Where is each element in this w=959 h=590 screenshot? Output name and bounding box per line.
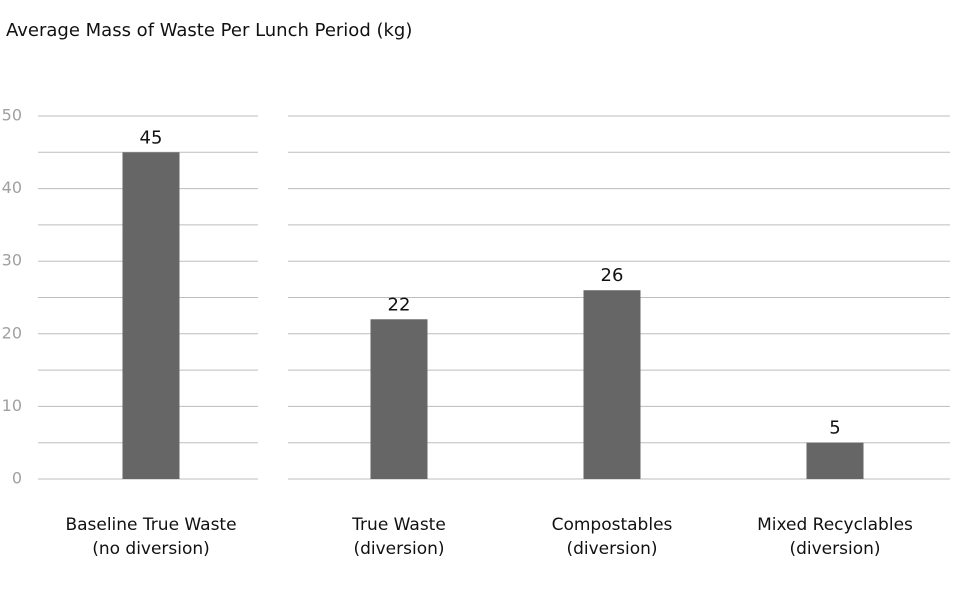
x-tick-label: (diversion) bbox=[353, 539, 444, 559]
x-tick-label: (no diversion) bbox=[92, 539, 210, 559]
value-label: 26 bbox=[601, 265, 624, 286]
y-tick-label: 50 bbox=[2, 106, 22, 125]
x-tick-label: Baseline True Waste bbox=[65, 515, 236, 535]
y-tick-label: 10 bbox=[2, 396, 22, 415]
x-tick-label: Compostables bbox=[552, 515, 673, 535]
value-label: 5 bbox=[829, 418, 840, 439]
value-label: 45 bbox=[140, 127, 163, 148]
y-tick-label: 0 bbox=[12, 469, 22, 488]
y-tick-label: 40 bbox=[2, 178, 22, 197]
x-tick-label: (diversion) bbox=[789, 539, 880, 559]
x-tick-label: True Waste bbox=[351, 515, 446, 535]
bar bbox=[122, 152, 180, 480]
y-tick-label: 30 bbox=[2, 251, 22, 270]
bar bbox=[806, 442, 864, 479]
y-tick-label: 20 bbox=[2, 323, 22, 342]
value-label: 22 bbox=[388, 294, 411, 315]
bar bbox=[370, 319, 428, 479]
x-tick-label: Mixed Recyclables bbox=[757, 515, 913, 535]
chart-title: Average Mass of Waste Per Lunch Period (… bbox=[6, 20, 412, 41]
bar bbox=[583, 290, 641, 479]
x-tick-label: (diversion) bbox=[566, 539, 657, 559]
